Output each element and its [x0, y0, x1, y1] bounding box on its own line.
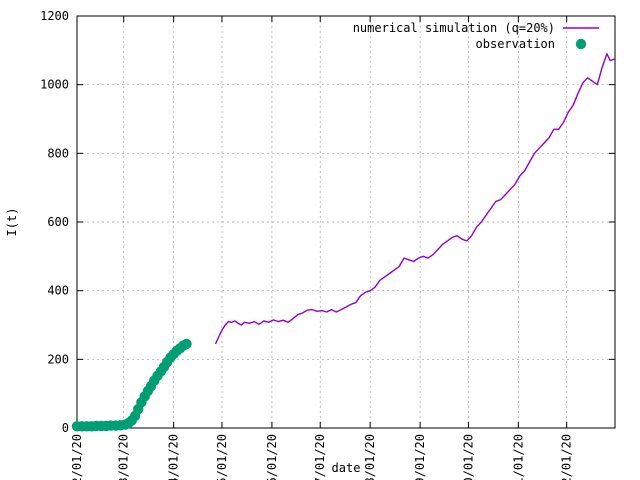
y-tick-label: 800	[47, 146, 69, 160]
x-tick-label: 05/01/20	[215, 434, 229, 480]
y-axis-label: I(t)	[5, 208, 19, 237]
x-axis-label: date	[332, 461, 361, 475]
x-tick-label: 02/01/20	[70, 434, 84, 480]
y-tick-label: 1000	[40, 78, 69, 92]
legend-label-observation: observation	[476, 37, 555, 51]
x-tick-label: 11/01/20	[511, 434, 525, 480]
x-tick-label: 04/01/20	[167, 434, 181, 480]
x-tick-label: 12/01/20	[560, 434, 574, 480]
series-line-simulation	[214, 53, 616, 345]
x-tick-label: 09/01/20	[413, 434, 427, 480]
grid-lines	[77, 16, 615, 428]
y-tick-label: 0	[62, 421, 69, 435]
legend-swatch-observation	[575, 38, 587, 50]
y-tick-label: 200	[47, 352, 69, 366]
plot-frame	[76, 15, 616, 429]
series-layer	[71, 53, 616, 432]
legend-label-simulation: numerical simulation (q=20%)	[353, 21, 555, 35]
y-tick-label: 400	[47, 284, 69, 298]
x-tick-label: 08/01/20	[363, 434, 377, 480]
y-tick-label: 1200	[40, 9, 69, 23]
x-tick-label: 03/01/20	[117, 434, 131, 480]
x-tick-label: 07/01/20	[313, 434, 327, 480]
legend: numerical simulation (q=20%) observation	[353, 21, 599, 51]
x-tick-label: 10/01/20	[461, 434, 475, 480]
x-tick-labels: 02/01/20 03/01/20 04/01/20 05/01/20 06/01/20…	[70, 434, 574, 480]
observation-point	[181, 338, 192, 350]
y-tick-labels: 0 200 400 600 800 1000 1200	[40, 9, 69, 435]
y-tick-label: 600	[47, 215, 69, 229]
x-tick-label: 06/01/20	[265, 434, 279, 480]
